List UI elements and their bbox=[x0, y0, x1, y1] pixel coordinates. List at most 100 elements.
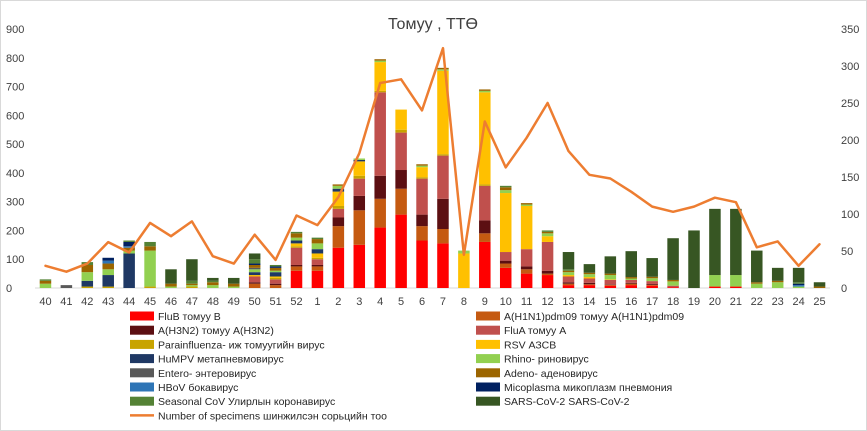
legend-swatch bbox=[476, 311, 500, 321]
bar-segment bbox=[60, 285, 73, 288]
bar-segment bbox=[625, 285, 638, 288]
legend-label: Entero- энтеровирус bbox=[158, 368, 256, 380]
legend-swatch bbox=[476, 368, 500, 378]
y-tick-label: 800 bbox=[6, 53, 24, 65]
bar-segment bbox=[374, 59, 386, 61]
x-tick-label: 21 bbox=[730, 296, 742, 308]
bar-segment bbox=[562, 270, 575, 273]
bar-segment bbox=[207, 285, 219, 288]
bar-segment bbox=[499, 267, 512, 288]
specimens-line-layer bbox=[44, 46, 821, 273]
bar-segment bbox=[353, 161, 366, 176]
x-tick-label: 25 bbox=[813, 296, 825, 308]
bar-segment bbox=[269, 264, 282, 267]
bar-segment bbox=[541, 230, 554, 232]
bar-segment bbox=[416, 165, 428, 168]
bar-segment bbox=[207, 280, 219, 283]
bar-segment bbox=[813, 286, 826, 288]
legend-label: SARS-CoV-2 SARS-CoV-2 bbox=[504, 396, 630, 408]
bar-segment bbox=[437, 154, 449, 156]
bar-segment bbox=[416, 178, 428, 215]
bar-segment bbox=[646, 276, 658, 279]
bar-segment bbox=[353, 210, 366, 245]
bar-segment bbox=[123, 241, 135, 247]
bar-segment bbox=[583, 274, 596, 278]
bar-segment bbox=[290, 243, 303, 247]
legend-swatch bbox=[130, 382, 154, 392]
bar-segment bbox=[123, 246, 135, 248]
x-tick-label: 47 bbox=[186, 296, 198, 308]
bar-segment bbox=[395, 214, 407, 288]
bar-segment bbox=[583, 277, 596, 279]
bar-segment bbox=[248, 282, 261, 284]
bar-segment bbox=[792, 282, 805, 284]
x-tick-label: 6 bbox=[419, 296, 425, 308]
legend-label: RSV АЗСВ bbox=[504, 339, 556, 351]
bar-segment bbox=[562, 275, 575, 277]
bar-segment bbox=[269, 272, 282, 277]
bar-segment bbox=[332, 185, 345, 189]
x-tick-label: 24 bbox=[792, 296, 804, 308]
bar-segment bbox=[395, 132, 407, 171]
x-tick-label: 50 bbox=[249, 296, 261, 308]
bar-segment bbox=[604, 285, 617, 288]
bar-segment bbox=[771, 267, 784, 281]
bar-segment bbox=[353, 158, 366, 160]
bar-segment bbox=[290, 231, 303, 234]
bar-segment bbox=[144, 250, 156, 287]
bar-segment bbox=[290, 264, 303, 267]
bar-segment bbox=[165, 283, 177, 287]
bar-segment bbox=[269, 279, 282, 284]
bar-segment bbox=[479, 184, 491, 186]
bar-segment bbox=[353, 159, 366, 162]
bar-segment bbox=[771, 282, 784, 288]
bar-segment bbox=[625, 282, 638, 284]
bar-segment bbox=[499, 187, 512, 191]
x-axis: 40 41 42 43 44 45 46 47 48 49 50 51 52 1 2 3 4 5 6 7 8 9 10 11 1… bbox=[39, 296, 825, 308]
bar-segment bbox=[583, 264, 596, 273]
x-tick-label: 16 bbox=[625, 296, 637, 308]
x-tick-label: 19 bbox=[688, 296, 700, 308]
x-tick-label: 49 bbox=[228, 296, 240, 308]
x-tick-label: 48 bbox=[207, 296, 219, 308]
bar-segment bbox=[39, 279, 52, 281]
bar-segment bbox=[730, 275, 742, 287]
bar-segment bbox=[207, 277, 219, 281]
legend-label: HBoV бокавирус bbox=[158, 382, 238, 394]
bar-segment bbox=[437, 229, 449, 244]
y2-tick-label: 250 bbox=[841, 98, 859, 110]
bar-segment bbox=[248, 283, 261, 288]
bar-segment bbox=[499, 252, 512, 261]
bar-segment bbox=[771, 280, 784, 283]
bar-segment bbox=[667, 238, 679, 280]
bar-segment bbox=[186, 283, 198, 286]
bar-segment bbox=[353, 195, 366, 211]
bar-segment bbox=[625, 279, 638, 283]
bar-segment bbox=[792, 285, 805, 287]
bar-segment bbox=[562, 252, 575, 270]
x-tick-label: 45 bbox=[144, 296, 156, 308]
bar-segment bbox=[374, 60, 386, 63]
legend-label: Parainfluenza- иж томуугийн вирус bbox=[158, 339, 325, 351]
x-tick-label: 44 bbox=[123, 296, 135, 308]
bar-segment bbox=[625, 251, 638, 278]
y2-tick-label: 150 bbox=[841, 172, 859, 184]
y-tick-label: 500 bbox=[6, 139, 24, 151]
bar-segment bbox=[625, 277, 638, 279]
bar-segment bbox=[541, 236, 554, 242]
x-tick-label: 10 bbox=[500, 296, 512, 308]
bar-segment bbox=[227, 286, 240, 288]
x-tick-label: 1 bbox=[314, 296, 320, 308]
x-tick-label: 51 bbox=[269, 296, 281, 308]
bar-segment bbox=[311, 266, 324, 271]
bar-segment bbox=[81, 286, 94, 288]
legend-label: FluA томуу А bbox=[504, 325, 566, 337]
bar-segment bbox=[646, 281, 658, 284]
y2-tick-label: 300 bbox=[841, 61, 859, 73]
x-tick-label: 13 bbox=[562, 296, 574, 308]
bar-segment bbox=[290, 246, 303, 248]
bar-segment bbox=[311, 249, 324, 254]
bar-segment bbox=[332, 208, 345, 218]
y2-tick-label: 50 bbox=[841, 246, 853, 258]
x-tick-label: 15 bbox=[604, 296, 616, 308]
